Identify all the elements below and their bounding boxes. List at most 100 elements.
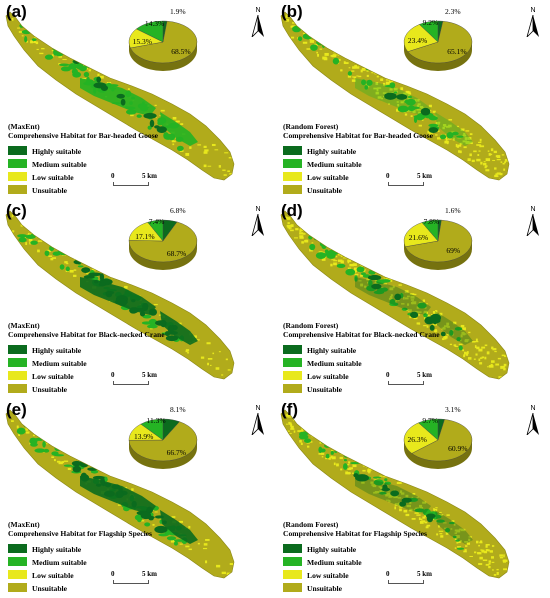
scale-start: 0: [111, 172, 115, 180]
scale-bar-line: [388, 182, 424, 186]
pie-chart: [128, 20, 198, 71]
north-arrow: N: [248, 6, 268, 42]
legend-label: Highly suitable: [307, 147, 357, 156]
legend-label: Highly suitable: [32, 147, 82, 156]
pie-label-low: 21.6%: [408, 233, 429, 243]
north-label: N: [530, 405, 536, 412]
habitat-map: [280, 210, 510, 380]
legend-label: Low suitable: [32, 571, 74, 580]
scale-bar-line: [113, 381, 149, 385]
map-title: Comprehensive Habitat for Bar-headed Goo…: [283, 131, 434, 140]
legend-label: Low suitable: [32, 372, 74, 381]
model-method: (MaxEnt): [8, 321, 40, 330]
pie-label-unsuitable: 68.7%: [166, 248, 187, 258]
legend-item: Unsuitable: [283, 583, 393, 596]
pie-label-medium: 9.2%: [422, 17, 439, 27]
scale-start: 0: [386, 172, 390, 180]
legend-item: Low suitable: [8, 570, 118, 583]
north-arrow-icon: [526, 213, 539, 238]
legend-label: Low suitable: [307, 372, 349, 381]
pie-label-medium: 14.3%: [144, 18, 165, 28]
pie-slice: [128, 221, 198, 263]
legend-item: Highly suitable: [283, 544, 393, 557]
pie-label-low: 26.3%: [407, 435, 427, 445]
legend-label: Unsuitable: [32, 186, 68, 195]
legend-item: Low suitable: [283, 570, 393, 583]
scale-end: 5 km: [417, 371, 432, 379]
legend-label: Medium suitable: [307, 558, 362, 567]
pie-slice: [128, 421, 198, 462]
north-label: N: [530, 7, 536, 14]
legend-swatch: [8, 146, 27, 155]
legend-swatch: [283, 371, 302, 380]
pie-label-unsuitable: 68.5%: [171, 47, 191, 57]
legend-swatch: [8, 583, 27, 592]
pie-label-low: 23.4%: [407, 36, 428, 46]
pie-label-medium: 7.4%: [148, 216, 165, 226]
model-method: (MaxEnt): [8, 520, 40, 529]
legend-swatch: [8, 345, 27, 354]
legend-swatch: [283, 570, 302, 579]
legend-item: Unsuitable: [8, 185, 118, 198]
legend-swatch: [8, 557, 27, 566]
scale-bar: 0 5 km: [111, 172, 157, 188]
map-panel-c: (c) N 6.8% 7.4% 17.1% 68.7% (MaxEnt) Com…: [0, 199, 275, 398]
model-method: (MaxEnt): [8, 122, 40, 131]
legend-swatch: [283, 345, 302, 354]
pie-label-low: 17.1%: [135, 231, 155, 241]
pie-slice: [405, 219, 473, 263]
north-arrow: N: [248, 205, 268, 241]
north-label: N: [255, 206, 261, 213]
legend-item: Highly suitable: [8, 146, 118, 159]
habitat-map: [5, 409, 235, 579]
scale-end: 5 km: [417, 172, 432, 180]
scale-end: 5 km: [142, 172, 157, 180]
legend-swatch: [8, 159, 27, 168]
pie-slice: [403, 24, 439, 52]
legend-swatch: [283, 557, 302, 566]
pie-slice: [419, 20, 439, 43]
pie-label-highly: 1.9%: [170, 7, 186, 16]
pie-slice: [147, 219, 164, 242]
legend-label: Low suitable: [32, 173, 74, 182]
pie-slice: [411, 419, 473, 462]
legend-label: Highly suitable: [307, 545, 357, 554]
north-label: N: [530, 206, 536, 213]
north-arrow: N: [523, 404, 543, 440]
pie-slice: [418, 418, 439, 441]
legend-item: Highly suitable: [283, 345, 393, 358]
legend-swatch: [8, 172, 27, 181]
legend-item: Low suitable: [283, 371, 393, 384]
legend-item: Medium suitable: [283, 358, 393, 371]
legend-item: Medium suitable: [8, 358, 118, 371]
legend-label: Medium suitable: [32, 558, 87, 567]
north-arrow: N: [523, 205, 543, 241]
scale-end: 5 km: [417, 570, 432, 578]
map-title: Comprehensive Habitat for Bar-headed Goo…: [8, 131, 159, 140]
north-label: N: [255, 405, 261, 412]
legend-swatch: [283, 185, 302, 194]
north-arrow-icon: [251, 412, 264, 437]
panel-label: (e): [6, 400, 27, 419]
pie-chart: [128, 219, 198, 270]
legend-item: Medium suitable: [283, 159, 393, 172]
scale-bar: 0 5 km: [111, 570, 157, 586]
legend-label: Medium suitable: [32, 359, 87, 368]
map-panel-b: (b) N 2.3% 9.2% 23.4% 65.1% (Random Fore…: [275, 0, 550, 199]
pie-label-highly: 2.3%: [445, 7, 461, 16]
map-title: Comprehensive Habitat for Flagship Speci…: [8, 529, 153, 538]
legend-swatch: [283, 159, 302, 168]
legend-item: Highly suitable: [283, 146, 393, 159]
map-title: Comprehensive Habitat for Black-necked C…: [283, 330, 440, 339]
legend-label: Low suitable: [307, 571, 349, 580]
legend: Highly suitable Medium suitable Low suitab…: [283, 146, 393, 198]
legend-label: Unsuitable: [32, 584, 68, 593]
pie-label-highly: 8.1%: [170, 405, 186, 414]
pie-label-unsuitable: 65.1%: [447, 46, 467, 56]
pie-slice: [140, 418, 164, 441]
scale-bar: 0 5 km: [386, 570, 432, 586]
north-label: N: [255, 7, 261, 14]
pie-label-highly: 1.6%: [445, 206, 461, 215]
habitat-map: [280, 11, 510, 181]
north-arrow-icon: [526, 14, 539, 39]
